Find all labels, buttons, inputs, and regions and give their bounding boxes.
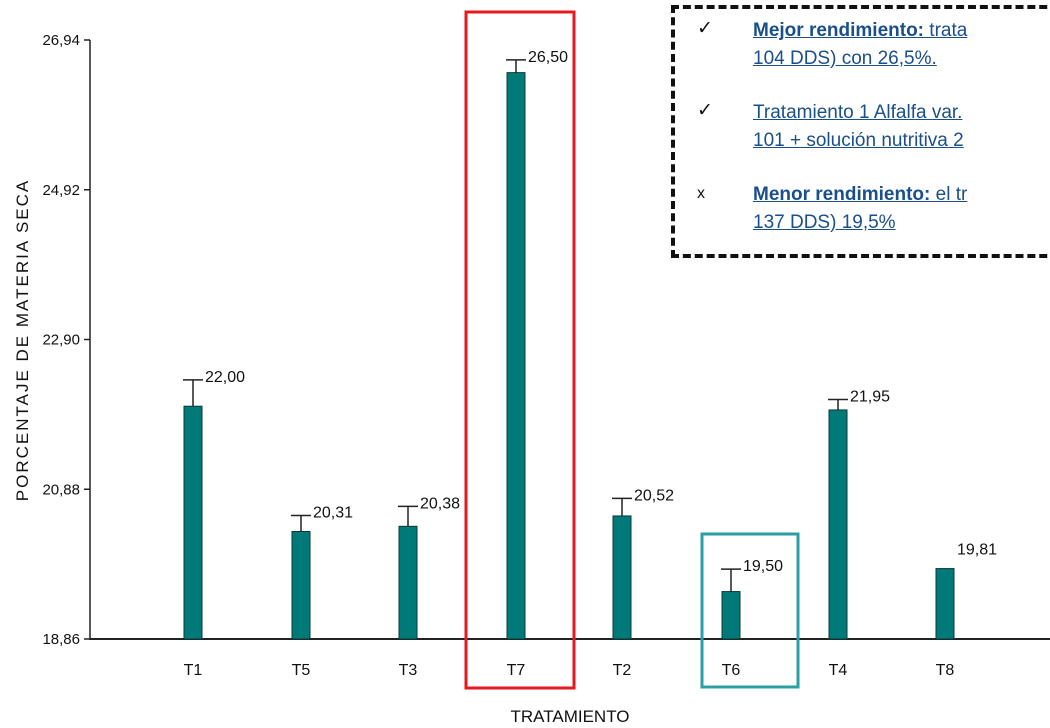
y-ticks: 18,86 20,88 22,90 24,92 26,94 — [42, 32, 90, 648]
category-label: T3 — [399, 662, 418, 679]
bar-T8 — [935, 568, 955, 640]
bars: 22,00 20,31 20,38 26,50 20,52 19,50 21,95 19,81 — [183, 49, 997, 640]
x-axis-title: TRATAMIENTO — [511, 707, 630, 726]
note-bold: Menor rendimiento: — [753, 184, 931, 205]
y-tick-label: 18,86 — [42, 631, 80, 648]
y-tick-label: 26,94 — [42, 32, 80, 49]
category-label: T7 — [507, 662, 526, 679]
category-label: T6 — [722, 662, 741, 679]
highlight-boxes — [464, 10, 800, 690]
note-line-1: Tratamiento 1 Alfalfa var. — [753, 102, 963, 123]
note-line-1: trata — [924, 20, 968, 41]
data-label: 20,38 — [420, 495, 460, 512]
note-line-1: el tr — [930, 184, 968, 205]
note-text: Mejor rendimiento: trata 104 DDS) con 26… — [753, 17, 967, 73]
check-icon: ✓ — [697, 18, 713, 39]
check-icon: ✓ — [697, 100, 713, 121]
data-label: 22,00 — [205, 369, 245, 386]
bar-T7 — [506, 72, 526, 640]
data-label: 21,95 — [850, 389, 890, 406]
y-tick-label: 22,90 — [42, 332, 80, 349]
highlight-box-worst — [700, 532, 800, 689]
y-tick-label: 20,88 — [42, 481, 80, 498]
x-mark-icon: x — [697, 185, 705, 202]
y-tick-label: 24,92 — [42, 182, 80, 199]
note-line-2: 137 DDS) 19,5% — [753, 212, 896, 233]
category-label: T8 — [936, 662, 955, 679]
bar-T5 — [291, 531, 311, 640]
annotation-box: ✓ Mejor rendimiento: trata 104 DDS) con … — [671, 5, 1050, 258]
data-label: 26,50 — [528, 49, 568, 66]
note-line-2: 104 DDS) con 26,5%. — [753, 48, 937, 69]
note-line-2: 101 + solución nutritiva 2 — [753, 130, 964, 151]
note-bold: Mejor rendimiento: — [753, 20, 925, 41]
data-label: 19,50 — [743, 558, 783, 575]
category-label: T2 — [613, 662, 632, 679]
data-label: 20,52 — [634, 487, 674, 504]
highlight-box-best — [464, 10, 576, 690]
bar-T3 — [398, 525, 418, 640]
data-label: 20,31 — [313, 505, 353, 522]
y-axis-title: PORCENTAJE DE MATERIA SECA — [13, 179, 32, 501]
bar-T2 — [612, 515, 632, 640]
note-text: Menor rendimiento: el tr 137 DDS) 19,5% — [753, 181, 967, 237]
category-label: T1 — [184, 662, 203, 679]
category-label: T5 — [292, 662, 311, 679]
data-label: 19,81 — [957, 542, 997, 559]
x-tick-labels: T1 T5 T3 T7 T2 T6 T4 T8 — [184, 662, 955, 679]
bar-T4 — [828, 409, 848, 640]
bar-T6 — [721, 591, 741, 640]
bar-T1 — [183, 405, 203, 640]
category-label: T4 — [829, 662, 848, 679]
note-text: Tratamiento 1 Alfalfa var. 101 + solució… — [753, 99, 964, 155]
